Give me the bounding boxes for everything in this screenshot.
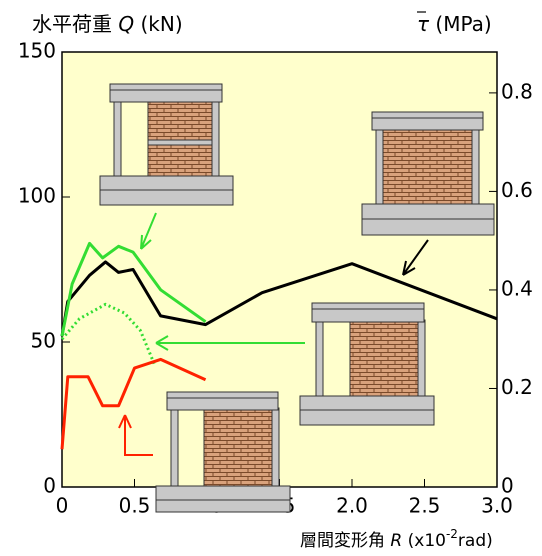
y-tick-label: 150 (18, 39, 56, 63)
chart: 00.51.01.52.02.53.0 (0, 0, 542, 556)
x-label-part: rad) (458, 531, 493, 551)
y-tick-label: 100 (18, 184, 56, 208)
y2-tick-label: 0.6 (501, 178, 533, 202)
y-label-part: Q (118, 12, 134, 36)
x-tick-label: 2.5 (409, 494, 441, 518)
y2-tick-label: 0.2 (501, 375, 533, 399)
y-label-part: 水平荷重 (32, 12, 118, 36)
y-axis-label: 水平荷重 Q (kN) (32, 12, 183, 36)
y2-axis-label: τ (MPa) (417, 12, 492, 36)
x-label-part: R (390, 531, 402, 551)
x-axis-label: 層間変形角 R (x10-2rad) (300, 527, 493, 552)
y2-tick-label: 0.8 (501, 79, 533, 103)
y2-label-part: (MPa) (429, 12, 492, 36)
y-label-part: (kN) (134, 12, 183, 36)
y2-tick-label: 0.4 (501, 276, 533, 300)
y-tick-label: 0 (43, 474, 56, 498)
y-tick-label: 50 (31, 329, 56, 353)
y2-tick-label: 0 (501, 474, 514, 498)
x-label-part: (x10 (402, 531, 446, 551)
x-tick-label: 0 (56, 494, 69, 518)
x-label-part: 層間変形角 (300, 531, 390, 551)
y2-label-part: τ (417, 12, 430, 36)
x-label-part: -2 (446, 527, 458, 541)
x-tick-label: 0.5 (119, 494, 151, 518)
x-tick-label: 2.0 (336, 494, 368, 518)
